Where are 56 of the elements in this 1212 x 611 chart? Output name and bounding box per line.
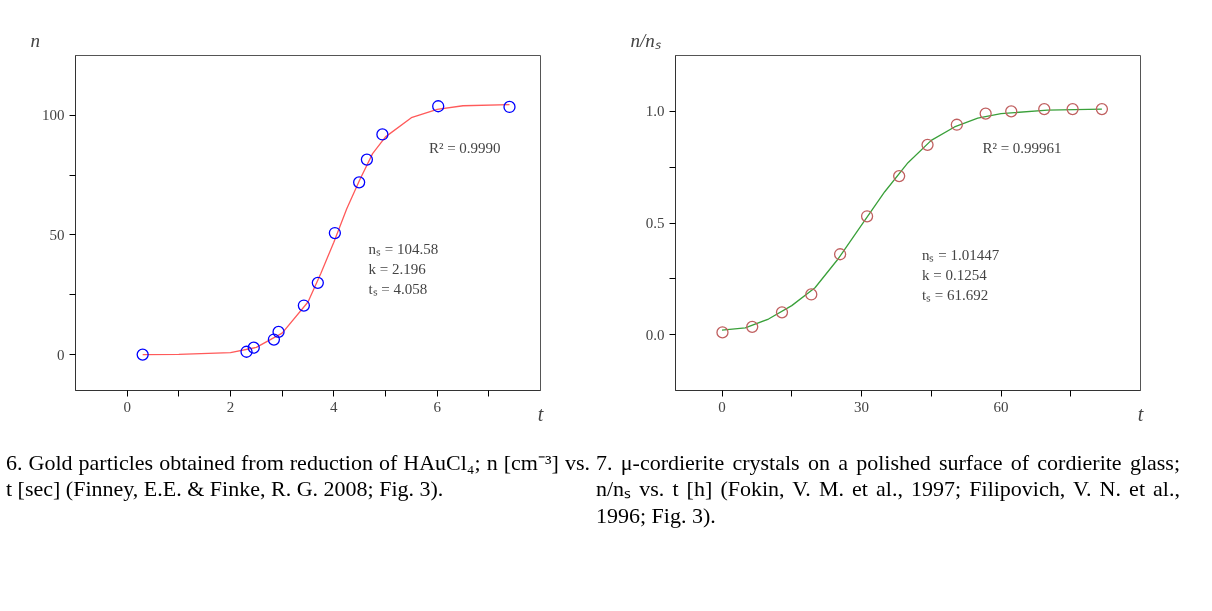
point bbox=[272, 325, 285, 339]
annotation: R² = 0.9990 bbox=[428, 140, 501, 156]
x-tick-label: 60 bbox=[993, 398, 1009, 415]
point bbox=[775, 306, 789, 319]
y-tick-label: 100 bbox=[42, 107, 65, 124]
x-axis-title: t bbox=[1137, 402, 1144, 425]
point bbox=[376, 128, 389, 141]
point bbox=[716, 326, 729, 339]
x-tick-label: 4 bbox=[330, 398, 339, 415]
point bbox=[921, 138, 934, 151]
y-axis-title: n/nₛ bbox=[630, 29, 662, 51]
y-tick-label: 1.0 bbox=[645, 103, 665, 120]
point bbox=[1038, 102, 1051, 116]
point bbox=[311, 276, 324, 289]
y-axis-title: n bbox=[30, 29, 40, 51]
point bbox=[979, 107, 992, 120]
annotation: k = 2.196 bbox=[368, 260, 427, 277]
point bbox=[136, 348, 149, 361]
point bbox=[1005, 105, 1018, 118]
x-tick-label: 0 bbox=[718, 398, 726, 415]
point bbox=[805, 288, 818, 301]
y-tick-label: 50 bbox=[49, 226, 65, 243]
point bbox=[1066, 102, 1079, 116]
x-tick-label: 6 bbox=[433, 398, 442, 415]
annotation: nₛ = 104.58 bbox=[368, 240, 439, 257]
point bbox=[893, 169, 906, 183]
point bbox=[833, 248, 847, 261]
annotation: tₛ = 4.058 bbox=[368, 280, 428, 297]
x-tick-label: 0 bbox=[123, 398, 131, 415]
x-tick-label: 30 bbox=[854, 398, 869, 415]
point bbox=[267, 333, 281, 346]
point bbox=[247, 341, 260, 354]
point bbox=[432, 100, 445, 113]
point bbox=[297, 299, 311, 312]
y-tick-label: 0.0 bbox=[645, 326, 665, 343]
y-tick-label: 0 bbox=[57, 346, 65, 363]
y-tick-label: 0.5 bbox=[645, 215, 665, 231]
line-series bbox=[142, 103, 511, 356]
point bbox=[746, 320, 759, 333]
point bbox=[240, 345, 253, 358]
annotation: k = 0.1254 bbox=[921, 267, 988, 284]
text: 6. Gold particles obtained from reduction of HAuCl₄; n [cm⁻³] vs. t [sec] (Finney, E.E. & Finke, R. G. 2008; Fig. 3). bbox=[6, 450, 590, 503]
point bbox=[360, 153, 374, 166]
point bbox=[353, 176, 366, 189]
point bbox=[328, 226, 342, 240]
annotation: R² = 0.99961 bbox=[982, 140, 1062, 156]
annotation: tₛ = 61.692 bbox=[921, 287, 989, 304]
point bbox=[503, 100, 516, 114]
annotation: nₛ = 1.01447 bbox=[921, 247, 1000, 264]
point bbox=[860, 210, 874, 223]
x-tick-label: 2 bbox=[226, 398, 235, 415]
x-axis-title: t bbox=[537, 402, 544, 425]
text: 7. μ-cordierite crystals on a polished surface of cordierite glass; n/nₛ vs. t [h] (Fokin, V. M. et al., 1997; Filipovich, V. N. et al., 1996; Fig. 3). bbox=[596, 450, 1180, 530]
point bbox=[1095, 102, 1109, 116]
point bbox=[950, 118, 963, 131]
line-series bbox=[721, 108, 1103, 331]
